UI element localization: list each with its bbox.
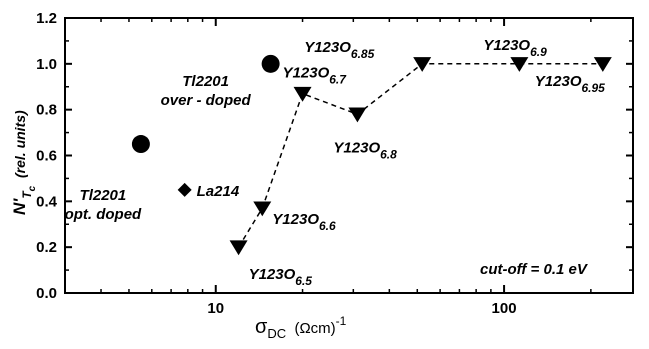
triangle-marker bbox=[253, 201, 272, 217]
annotations: Y123O6.5 Y123O6.6 Y123O6.7 Y123O6.8 Y123O6.8… bbox=[65, 37, 606, 288]
y-axis-title: N'Tc (rel. units) bbox=[10, 110, 38, 215]
tl2201-label: Tl2201 over - doped bbox=[161, 73, 252, 109]
y123-point-label: Y123O6.85 bbox=[304, 39, 374, 61]
y123-point-label: Y123O6.95 bbox=[535, 73, 605, 95]
circle-marker bbox=[261, 54, 280, 73]
triangle-marker bbox=[510, 57, 529, 72]
y-tick-label: 0.4 bbox=[36, 193, 58, 210]
cutoff-note: cut-off = 0.1 eV bbox=[480, 261, 589, 278]
y123-point-label: Y123O6.9 bbox=[483, 37, 547, 59]
triangle-marker bbox=[593, 57, 612, 72]
y-axis-title-group: N'Tc (rel. units) bbox=[10, 110, 38, 215]
diamond-marker bbox=[177, 182, 192, 197]
y123-point-label: Y123O6.7 bbox=[283, 65, 348, 87]
axes: 0.0 0.2 0.4 0.6 0.8 1.0 1.2 10 100 σDC (Ωcm)-1 N'T… bbox=[10, 10, 634, 341]
y123-point-label: Y123O6.6 bbox=[272, 211, 336, 233]
circle-marker bbox=[131, 135, 150, 154]
y-tick-label: 1.2 bbox=[36, 10, 57, 27]
y-tick-label: 0.2 bbox=[36, 239, 57, 256]
tl2201-label: Tl2201 opt. doped bbox=[65, 187, 142, 223]
data-marks bbox=[131, 54, 612, 256]
x-tick-label: 10 bbox=[207, 300, 224, 317]
la214-label: La214 bbox=[197, 183, 240, 200]
y-tick-label: 0.8 bbox=[36, 102, 57, 119]
x-axis-title: σDC (Ωcm)-1 bbox=[255, 314, 347, 341]
triangle-marker bbox=[348, 107, 367, 123]
y-tick-label: 0.0 bbox=[36, 285, 57, 302]
triangle-marker bbox=[229, 240, 248, 256]
y-tick-label: 0.6 bbox=[36, 148, 57, 165]
triangle-marker bbox=[413, 57, 432, 72]
y123-point-label: Y123O6.8 bbox=[333, 139, 397, 161]
y123-point-label: Y123O6.5 bbox=[249, 266, 313, 288]
triangle-marker bbox=[293, 86, 312, 102]
y-tick-label: 1.0 bbox=[36, 56, 57, 73]
x-tick-label: 100 bbox=[492, 300, 517, 317]
